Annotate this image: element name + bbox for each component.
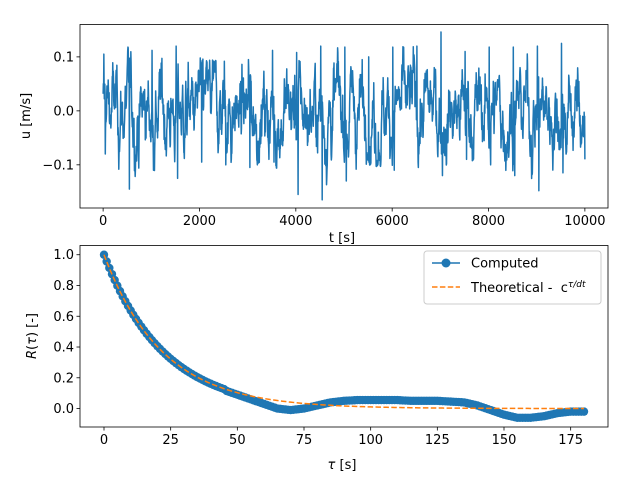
bottom-x-axis-ticks: 0 25 50 75 100 125 150 175 [100,427,583,448]
theoretical-series-line [103,254,584,410]
legend-theoretical-exponent: τ/dt [568,280,586,290]
y-tick-label: 1.0 [53,248,74,263]
computed-point [579,407,589,416]
bottom-plot-frame [79,245,609,428]
x-tick-label: 50 [229,433,246,448]
top-x-axis-label: t [s] [329,231,355,246]
x-tick-label: 0 [100,433,108,448]
x-tick-label: 2000 [183,214,216,229]
y-tick-label: 0.1 [53,50,74,65]
x-tick-label: 8000 [472,214,505,229]
x-tick-label: 0 [99,214,107,229]
bottom-x-axis-label: τ [s] [328,458,357,473]
autocorrelation-chart: 0 25 50 75 100 125 150 175 0.0 0.2 0.4 0.6 0.8 1.0 τ… [25,245,609,473]
top-y-axis-ticks: −0.1 0.0 0.1 [42,50,80,173]
legend-computed-marker [441,258,451,268]
top-y-axis-label: u [m/s] [19,93,34,139]
x-tick-label: 10000 [564,214,605,229]
x-tick-label: 150 [492,433,517,448]
top-plot-frame [79,24,609,209]
y-tick-label: 0.0 [53,104,74,119]
velocity-series-line [102,31,586,201]
y-tick-label: 0.0 [53,402,74,417]
bottom-y-axis-label: R(τ) [-] [25,313,40,359]
y-tick-label: 0.2 [53,371,74,386]
velocity-series-group [102,31,586,201]
x-tick-label: 100 [358,433,383,448]
legend-theoretical-text: Theoretical - c [470,281,568,296]
y-tick-label: 0.6 [53,310,74,325]
legend-box [423,250,602,305]
top-x-axis-ticks: 0 2000 4000 6000 8000 10000 [99,208,606,229]
bottom-y-axis-ticks: 0.0 0.2 0.4 0.6 0.8 1.0 [53,248,80,417]
x-tick-label: 175 [558,433,583,448]
legend-computed-label: Computed [471,257,539,272]
y-tick-label: 0.8 [53,279,74,294]
x-tick-label: 6000 [376,214,409,229]
autocorrelation-series-group [99,250,589,422]
computed-point [102,257,111,266]
x-tick-label: 4000 [279,214,312,229]
y-tick-label: 0.4 [53,341,74,356]
legend-theoretical-label: Theoretical - cτ/dt [470,280,586,296]
x-tick-label: 125 [425,433,450,448]
legend: Computed Theoretical - cτ/dt [423,250,602,305]
velocity-time-series-chart: 0 2000 4000 6000 8000 10000 −0.10.00.1 t [s] … [19,24,609,246]
y-tick-label: −0.1 [42,158,74,173]
x-tick-label: 25 [162,433,179,448]
x-tick-label: 75 [296,433,313,448]
